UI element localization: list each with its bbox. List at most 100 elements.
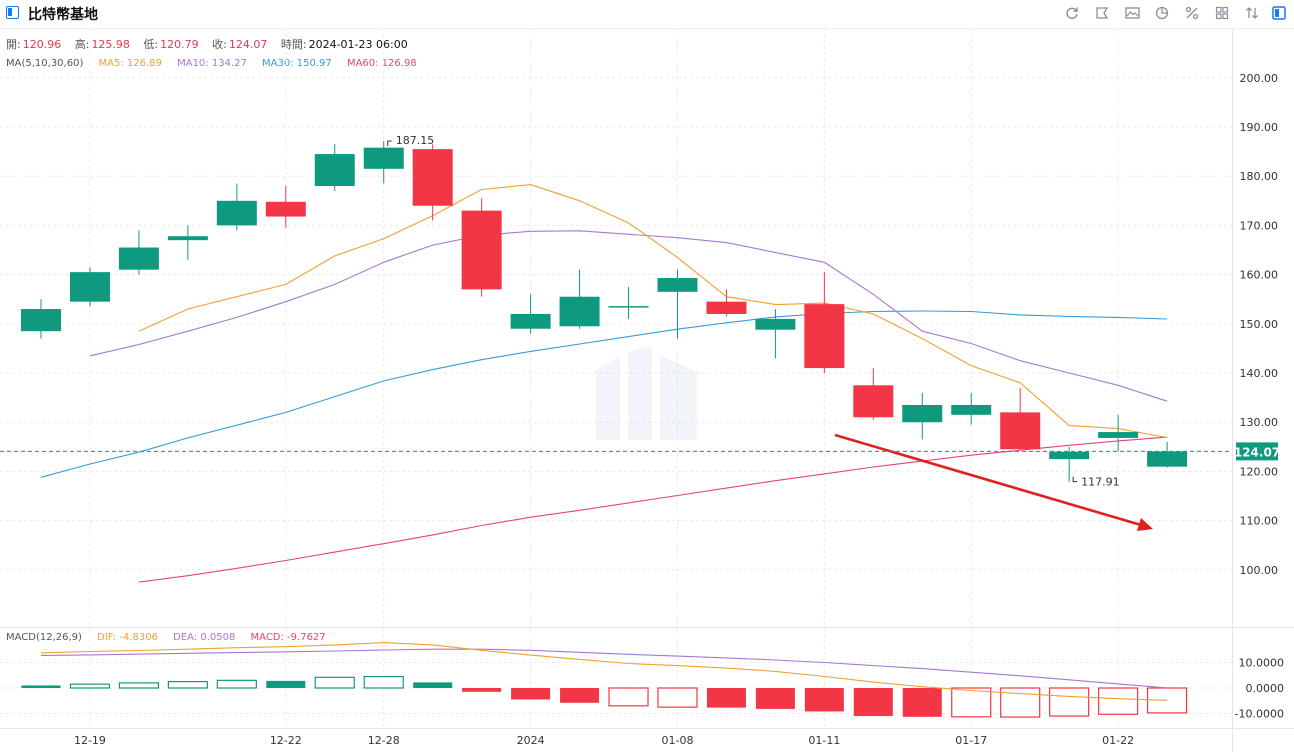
- ma10-line: [89, 230, 1168, 402]
- high-marker: [387, 140, 392, 147]
- candle: [363, 141, 404, 184]
- macd-legend-title: MACD(12,26,9): [6, 632, 82, 643]
- chart-header: 比特幣基地: [0, 0, 1294, 28]
- macd-y-tick-label: -10.0000: [1235, 708, 1284, 721]
- x-tick-label: 01-17: [955, 734, 987, 747]
- ma-legend-title: MA(5,10,30,60): [6, 58, 84, 69]
- macd-histogram-bar: [413, 682, 453, 688]
- candle: [314, 144, 355, 191]
- candle: [804, 272, 845, 373]
- y-tick-label: 200.00: [1240, 72, 1279, 85]
- candle-body: [461, 210, 502, 290]
- candle-body: [167, 236, 208, 241]
- y-tick-label: 130.00: [1240, 416, 1279, 429]
- candle: [1000, 387, 1041, 450]
- candle-body: [412, 149, 453, 206]
- candle-body: [706, 301, 747, 314]
- macd-histogram-bar: [69, 683, 111, 689]
- ma-legend: MA(5,10,30,60) MA5: 126.89 MA10: 134.27 …: [6, 58, 429, 69]
- x-tick-label: 01-11: [808, 734, 840, 747]
- candle-body: [265, 201, 306, 217]
- percent-icon[interactable]: [1184, 5, 1200, 21]
- candle-body: [804, 304, 845, 369]
- candle-body: [755, 318, 796, 330]
- candle-body: [559, 296, 600, 327]
- macd-histogram-bar: [657, 687, 698, 708]
- macd-histogram-bar: [314, 676, 355, 689]
- high-annotation: 187.15: [396, 134, 435, 147]
- candle: [706, 289, 747, 317]
- low-marker: [1072, 476, 1078, 483]
- symbol-title: 比特幣基地: [28, 7, 98, 23]
- ohlc-bar: 開: 120.96 高: 125.98 低: 120.79 收: 124.07 時間: 2…: [6, 36, 410, 52]
- macd-histogram-bar: [118, 682, 160, 689]
- watermark-shape: [596, 345, 697, 440]
- pie-icon[interactable]: [1154, 5, 1170, 21]
- trend-arrow-line: [834, 433, 1142, 527]
- ma60-line: [138, 436, 1168, 583]
- macd-histogram-bar: [951, 687, 992, 718]
- candle-body: [608, 306, 649, 308]
- draw-icon[interactable]: [1094, 5, 1110, 21]
- macd-histogram-bar: [608, 687, 649, 707]
- macd-histogram-bar: [853, 688, 893, 717]
- y-tick-label: 110.00: [1240, 515, 1279, 528]
- candle: [951, 392, 992, 425]
- macd-histogram-bar: [902, 688, 942, 717]
- macd-histogram-bar: [462, 688, 502, 692]
- candle-body: [1000, 412, 1041, 450]
- ma30-legend: MA30: 150.97: [262, 58, 332, 69]
- time-label: 時間:: [280, 38, 307, 51]
- x-tick-label: 01-08: [661, 734, 693, 747]
- low-annotation: 117.91: [1081, 476, 1120, 489]
- macd-histogram-bar: [560, 688, 600, 703]
- panel-icon[interactable]: [1271, 5, 1287, 21]
- candle: [657, 269, 698, 339]
- low-value: 120.79: [160, 38, 199, 51]
- watermark-logo: [596, 345, 697, 440]
- macd-y-tick-label: 0.0000: [1246, 682, 1285, 695]
- x-tick-label: 12-28: [368, 734, 400, 747]
- macd-histogram-bar: [266, 680, 306, 688]
- candle: [21, 299, 61, 339]
- x-tick-label: 01-22: [1102, 734, 1134, 747]
- low-label: 低:: [143, 38, 159, 51]
- ma30-line: [40, 310, 1168, 478]
- ma10-legend: MA10: 134.27: [177, 58, 247, 69]
- y-tick-label: 140.00: [1240, 367, 1279, 380]
- y-tick-label: 150.00: [1240, 318, 1279, 331]
- candle: [216, 183, 257, 231]
- candle-body: [951, 404, 992, 415]
- candle: [167, 225, 208, 260]
- candle: [69, 267, 110, 307]
- candle-body: [363, 147, 404, 169]
- candle-body: [853, 385, 894, 418]
- x-tick-label: 2024: [517, 734, 545, 747]
- grid-icon[interactable]: [1214, 5, 1230, 21]
- macd-histogram-bar: [1098, 687, 1139, 715]
- dea-line: [40, 648, 1168, 689]
- y-tick-label: 170.00: [1240, 219, 1279, 232]
- candle: [755, 309, 796, 359]
- refresh-icon[interactable]: [1064, 5, 1080, 21]
- image-icon[interactable]: [1124, 5, 1140, 21]
- x-tick-label: 12-22: [270, 734, 302, 747]
- candle: [1049, 446, 1090, 482]
- candle: [1098, 414, 1139, 452]
- macd-value-legend: MACD: -9.7627: [250, 632, 326, 643]
- dea-legend: DEA: 0.0508: [173, 632, 236, 643]
- macd-y-tick-label: 10.0000: [1239, 657, 1285, 670]
- candle-body: [216, 200, 257, 226]
- macd-histogram-bar: [167, 681, 208, 689]
- macd-histogram-bar: [363, 675, 404, 689]
- macd-histogram-bar: [706, 688, 746, 708]
- candle: [853, 368, 894, 420]
- candle-body: [510, 313, 551, 329]
- candle-body: [314, 154, 355, 187]
- last-price-label: 124.07: [1234, 445, 1280, 459]
- candle-body: [657, 278, 698, 292]
- macd-histogram-bar: [755, 688, 795, 709]
- sort-icon[interactable]: [1244, 5, 1260, 21]
- candle-body: [902, 404, 943, 423]
